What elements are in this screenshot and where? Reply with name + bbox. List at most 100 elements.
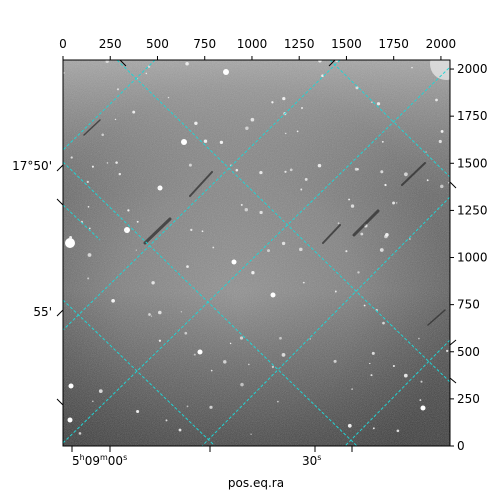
star xyxy=(235,168,239,172)
star xyxy=(360,232,364,236)
star xyxy=(136,409,140,414)
star xyxy=(440,129,444,133)
star xyxy=(229,342,232,345)
star xyxy=(300,188,303,191)
star xyxy=(376,102,381,106)
star xyxy=(203,139,208,143)
star xyxy=(190,228,193,232)
grid-line-3 xyxy=(329,60,450,178)
star xyxy=(381,140,384,143)
star xyxy=(425,151,427,153)
star xyxy=(250,433,252,435)
bright-star-9 xyxy=(231,259,237,265)
star xyxy=(363,304,366,307)
star xyxy=(212,246,215,249)
bright-star-5 xyxy=(270,292,276,298)
star xyxy=(411,66,413,69)
star xyxy=(115,161,118,164)
star xyxy=(277,400,279,403)
star xyxy=(98,389,103,393)
grid-line-5 xyxy=(63,60,156,151)
star xyxy=(296,130,299,133)
bright-star-6 xyxy=(420,405,426,411)
star xyxy=(136,220,139,223)
grid-line-2 xyxy=(63,299,216,446)
star xyxy=(351,388,353,390)
right-tick-label-2: 500 xyxy=(457,345,480,359)
star xyxy=(289,168,293,172)
star xyxy=(318,60,322,63)
star xyxy=(282,96,286,101)
star xyxy=(321,74,324,78)
bright-star-1 xyxy=(223,69,229,75)
star xyxy=(157,310,162,315)
star xyxy=(370,374,373,377)
dec-tick-label-1: 55' xyxy=(33,305,52,319)
edge-tick-6 xyxy=(56,198,64,206)
streak-1 xyxy=(352,209,380,237)
right-tick-label-3: 750 xyxy=(457,298,480,312)
top-tick-label-3: 750 xyxy=(193,37,216,51)
star xyxy=(245,126,249,130)
star xyxy=(87,253,92,257)
star xyxy=(88,227,91,230)
star xyxy=(150,315,153,317)
star xyxy=(281,241,286,246)
star xyxy=(392,201,396,205)
grid-edge-ticks xyxy=(56,59,457,452)
star xyxy=(91,165,94,168)
star xyxy=(301,107,303,109)
star xyxy=(409,238,411,240)
satellite-streaks xyxy=(83,119,446,326)
star xyxy=(219,140,224,145)
star xyxy=(194,121,198,126)
grid-line-1 xyxy=(63,161,358,446)
star xyxy=(240,382,244,387)
star xyxy=(420,380,423,383)
star xyxy=(240,203,243,206)
top-tick-label-4: 1000 xyxy=(237,37,268,51)
right-tick-label-6: 1500 xyxy=(457,156,488,170)
star xyxy=(379,248,384,252)
star xyxy=(309,338,311,340)
star xyxy=(418,337,420,340)
star xyxy=(440,184,444,189)
star xyxy=(271,101,274,104)
star xyxy=(158,186,161,190)
star xyxy=(426,179,429,182)
star xyxy=(86,180,89,184)
star xyxy=(178,428,182,432)
star xyxy=(348,198,351,201)
streak-5 xyxy=(83,119,101,136)
star xyxy=(186,405,189,408)
star xyxy=(148,313,151,316)
star xyxy=(259,170,263,175)
sky-image xyxy=(63,60,450,446)
bright-star-8 xyxy=(67,417,73,423)
plot-frame xyxy=(62,59,451,447)
star xyxy=(244,207,249,212)
star xyxy=(357,271,360,274)
grid-line-7 xyxy=(201,196,450,446)
star xyxy=(345,250,348,253)
edge-tick-4 xyxy=(449,377,457,384)
star xyxy=(185,61,189,66)
edge-tick-7 xyxy=(56,309,64,317)
star xyxy=(188,163,192,167)
top-tick-label-2: 500 xyxy=(146,37,169,51)
star xyxy=(334,290,337,293)
right-tick-label-4: 1000 xyxy=(457,251,488,265)
star xyxy=(266,249,271,253)
right-tick-label-7: 1750 xyxy=(457,109,488,123)
x-axis-title: pos.eq.ra xyxy=(228,476,284,490)
star xyxy=(304,177,308,181)
star xyxy=(299,247,303,252)
star xyxy=(210,369,213,372)
star xyxy=(302,281,305,284)
star xyxy=(372,427,375,430)
star xyxy=(145,72,148,75)
star xyxy=(403,373,408,378)
bright-star-0 xyxy=(65,238,75,248)
star xyxy=(106,162,109,164)
